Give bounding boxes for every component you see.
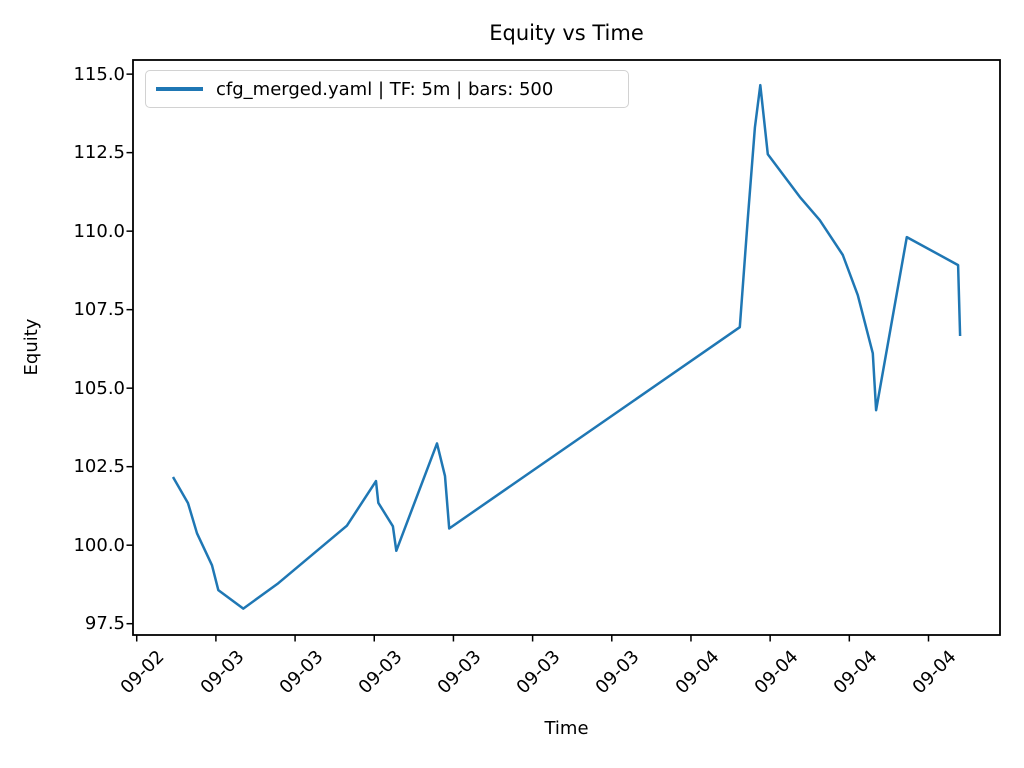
y-tick-label: 107.5: [73, 299, 125, 321]
y-tick-label: 112.5: [73, 142, 125, 164]
chart-title: Equity vs Time: [489, 21, 644, 45]
y-axis-label: Equity: [21, 318, 42, 376]
y-tick-label: 102.5: [73, 456, 125, 478]
x-axis-label: Time: [544, 718, 589, 739]
legend-line-swatch: [156, 87, 203, 91]
y-tick-label: 105.0: [73, 377, 125, 399]
y-tick-label: 110.0: [73, 220, 125, 242]
y-tick-label: 97.5: [84, 613, 125, 635]
equity-line: [171, 83, 962, 610]
legend-label: cfg_merged.yaml | TF: 5m | bars: 500: [216, 78, 554, 100]
plot-frame: [132, 59, 1001, 636]
legend: cfg_merged.yaml | TF: 5m | bars: 500: [145, 70, 629, 108]
y-tick-label: 115.0: [73, 63, 125, 85]
y-tick-label: 100.0: [73, 534, 125, 556]
